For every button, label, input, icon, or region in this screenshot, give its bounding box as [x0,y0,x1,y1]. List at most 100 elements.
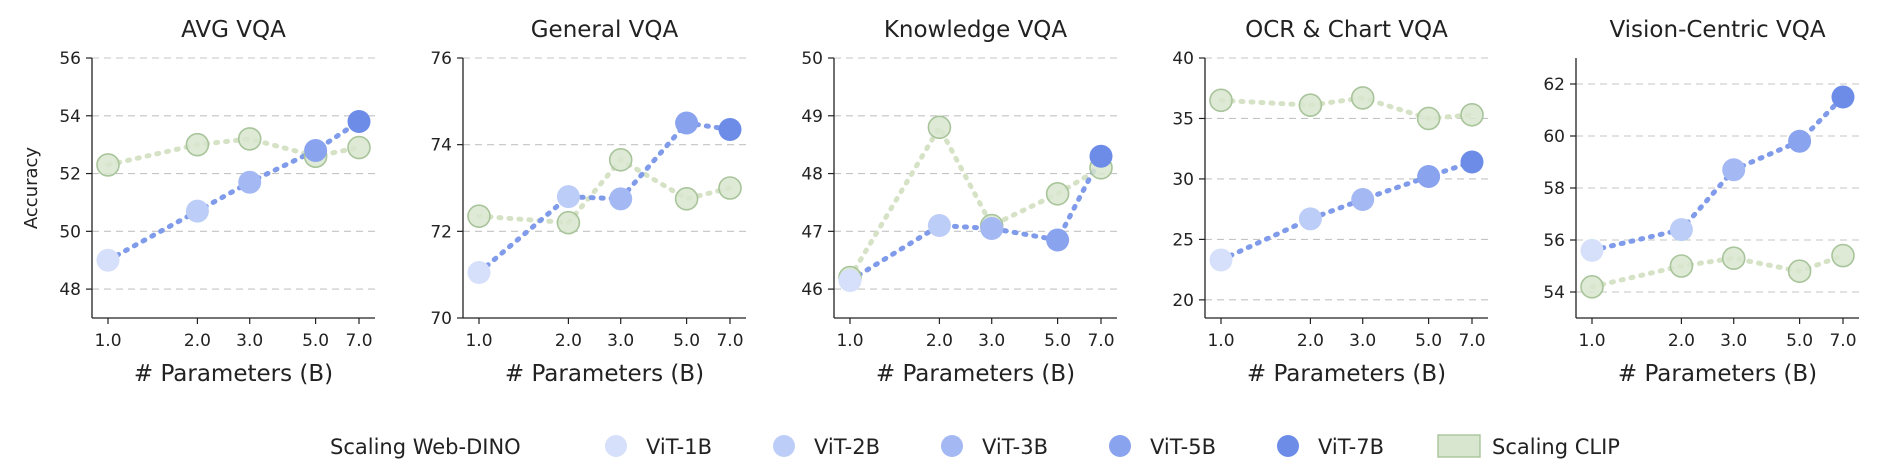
legend-marker-clip [1437,434,1481,458]
y-tick-label: 56 [59,49,81,69]
y-tick-label: 62 [1543,75,1565,95]
panel-2: 46 47 48 49 50 1.0 2.0 3.0 5.0 7.0 Knowledge VQA # … [801,17,1117,387]
panel-title: Knowledge VQA [884,17,1068,43]
clip-point [1298,93,1323,117]
x-axis-label: # Parameters (B) [505,361,704,387]
x-tick-label: 7.0 [345,331,372,351]
legend-label: ViT-7B [1318,435,1384,459]
y-tick-label: 47 [801,222,823,242]
x-tick-label: 1.0 [465,331,492,351]
web-dino-point [1831,85,1855,109]
legend-title: Scaling Web-DINO [330,435,521,459]
web-dino-series-line [1589,94,1846,253]
x-tick-label: 1.0 [836,331,863,351]
clip-point [1580,274,1604,299]
clip-point [237,127,262,151]
clip-point [927,115,952,140]
y-tick-label: 48 [801,165,823,185]
legend-marker [773,435,795,457]
clip-point [1721,246,1746,271]
y-tick-label: 50 [59,222,81,242]
web-dino-point [1209,248,1233,272]
web-dino-point [980,216,1004,240]
legend-entry: ViT-1B [605,435,712,459]
y-tick-label: 54 [59,107,81,127]
y-tick-label: 70 [430,309,452,329]
y-tick-label: 48 [59,280,81,300]
x-tick-label: 5.0 [673,331,700,351]
x-tick-label: 1.0 [1578,331,1605,351]
x-axis-label: # Parameters (B) [1247,361,1446,387]
x-tick-label: 5.0 [1415,331,1442,351]
clip-point [718,176,742,200]
web-dino-point [1460,150,1484,174]
x-axis-label: # Parameters (B) [134,361,333,387]
y-tick-label: 25 [1172,230,1194,250]
web-dino-point [927,214,951,238]
y-tick-label: 76 [430,49,452,69]
legend-entry-clip: Scaling CLIP [1437,434,1620,459]
panel-1: 70 72 74 76 1.0 2.0 3.0 5.0 7.0 General VQA # Para… [430,17,746,387]
web-dino-point [96,248,120,272]
legend-entry: ViT-7B [1277,435,1384,459]
y-tick-label: 74 [430,136,452,156]
clip-series-line [1589,253,1846,290]
panel-title: General VQA [531,17,679,43]
legend-label-clip: Scaling CLIP [1492,435,1620,459]
y-tick-label: 52 [59,165,81,185]
web-dino-point [718,118,742,141]
panel-title: OCR & Chart VQA [1245,17,1448,43]
panel-3: 20 25 30 35 40 1.0 2.0 3.0 5.0 7.0 OCR & Chart VQA… [1172,17,1488,387]
panel-4: 54 56 58 60 62 1.0 2.0 3.0 5.0 7.0 Vision-Centric … [1543,17,1859,387]
legend-marker [1277,435,1299,457]
web-dino-point [238,170,262,194]
panel-title: AVG VQA [181,17,286,43]
clip-point [1831,243,1855,268]
y-tick-label: 20 [1172,291,1194,311]
x-tick-label: 3.0 [1349,331,1376,351]
clip-point [1416,106,1441,131]
legend-marker [1109,435,1131,457]
clip-point [674,187,699,211]
clip-point [1787,259,1812,284]
web-dino-point [609,187,633,211]
legend-entry: ViT-2B [773,435,880,459]
y-tick-label: 40 [1172,49,1194,69]
legend-label: ViT-3B [982,435,1048,459]
web-dino-point [185,199,209,223]
web-dino-point [1089,144,1113,168]
x-tick-label: 3.0 [1720,331,1747,351]
y-tick-label: 50 [801,49,823,69]
web-dino-point [556,185,580,209]
web-dino-point [1788,129,1812,153]
web-dino-point [467,261,491,284]
legend-marker [605,435,627,457]
legend-entry: ViT-3B [941,435,1048,459]
x-tick-label: 1.0 [94,331,121,351]
x-tick-label: 2.0 [1297,331,1324,351]
y-tick-label: 54 [1543,283,1565,303]
y-tick-label: 46 [801,280,823,300]
y-tick-label: 30 [1172,170,1194,190]
y-tick-label: 35 [1172,109,1194,129]
clip-point [1460,103,1484,127]
y-tick-label: 56 [1543,231,1565,251]
x-tick-label: 7.0 [716,331,743,351]
legend-label: ViT-5B [1150,435,1216,459]
clip-point [1045,181,1070,206]
x-tick-label: 7.0 [1458,331,1485,351]
legend-marker [941,435,963,457]
web-dino-point [1417,165,1441,189]
x-axis-label: # Parameters (B) [876,361,1075,387]
web-dino-point [347,110,371,134]
x-tick-label: 5.0 [302,331,329,351]
x-tick-label: 7.0 [1829,331,1856,351]
panel-0: 48 50 52 54 56 1.0 2.0 3.0 5.0 7.0 AVG VQA # Parame… [59,17,375,387]
x-tick-label: 2.0 [926,331,953,351]
clip-point [1209,88,1233,113]
clip-point [96,153,120,177]
y-tick-label: 72 [430,222,452,242]
x-tick-label: 3.0 [607,331,634,351]
clip-point [467,204,491,228]
